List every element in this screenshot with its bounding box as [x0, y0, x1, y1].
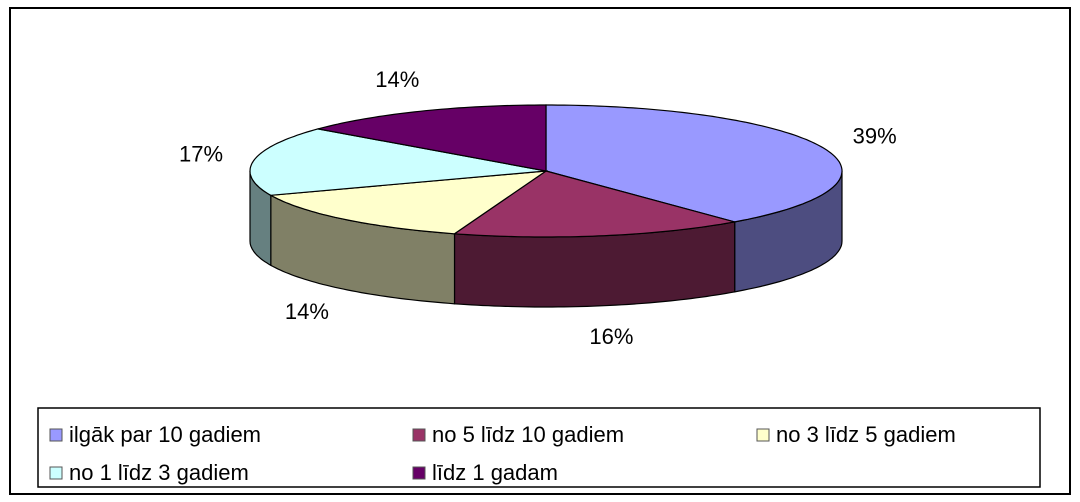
slice [268, 170, 549, 235]
data-label: 14% [285, 299, 329, 324]
legend-label: no 5 līdz 10 gadiem [432, 422, 624, 447]
slice [545, 104, 843, 223]
slice [249, 128, 547, 196]
legend-label: līdz 1 gadam [432, 460, 558, 485]
data-label: 16% [589, 324, 633, 349]
legend-swatch [756, 428, 770, 442]
legend-swatch [49, 428, 63, 442]
legend-swatch [49, 466, 63, 480]
legend-swatch [412, 466, 426, 480]
legend-label: no 3 līdz 5 gadiem [776, 422, 956, 447]
data-label: 14% [375, 67, 419, 92]
data-label: 17% [179, 141, 223, 166]
legend-box [37, 407, 1041, 488]
slice [317, 104, 547, 172]
legend-label: ilgāk par 10 gadiem [69, 422, 261, 447]
legend-label: no 1 līdz 3 gadiem [69, 460, 249, 485]
data-label: 39% [853, 123, 897, 148]
legend-swatch [412, 428, 426, 442]
slice [452, 170, 735, 238]
